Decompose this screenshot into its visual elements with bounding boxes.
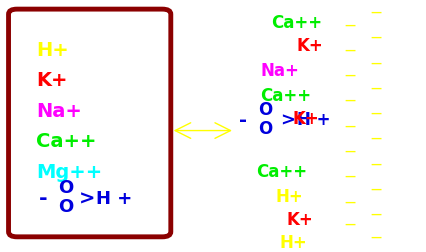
Text: H+: H+ [275,187,302,206]
Text: Ca++: Ca++ [260,87,311,105]
Text: >: > [79,188,95,207]
Text: H+: H+ [279,233,307,251]
Text: Ca++: Ca++ [36,132,97,151]
Text: —: — [369,58,380,68]
FancyBboxPatch shape [9,10,170,237]
Text: Ca++: Ca++ [256,162,307,180]
Text: O: O [258,119,272,138]
Text: K+: K+ [296,36,323,54]
Text: —: — [369,33,380,43]
Text: K+: K+ [36,71,68,90]
Text: O: O [258,101,272,119]
Text: —: — [369,232,380,242]
Text: H +: H + [96,189,132,207]
Text: —: — [344,171,355,181]
Text: —: — [369,209,380,219]
Text: K+: K+ [292,109,319,128]
Text: K+: K+ [285,210,312,228]
Text: —: — [369,8,380,18]
Text: -: - [38,188,47,208]
Text: —: — [369,184,380,194]
Text: O: O [58,198,73,216]
Text: H +: H + [296,111,329,129]
Text: Mg++: Mg++ [36,162,102,181]
FancyArrowPatch shape [175,123,230,139]
Text: Na+: Na+ [260,61,299,80]
Text: —: — [344,197,355,207]
Text: -: - [239,110,247,129]
Text: —: — [344,20,355,30]
Text: —: — [369,134,380,144]
Text: H+: H+ [36,41,69,60]
Text: —: — [344,71,355,81]
Text: >: > [279,111,294,129]
Text: —: — [344,96,355,106]
Text: O: O [58,179,73,197]
Text: —: — [344,146,355,156]
Text: —: — [344,219,355,229]
Text: Na+: Na+ [36,101,82,120]
Text: —: — [369,83,380,93]
Text: Ca++: Ca++ [271,14,322,32]
Text: —: — [344,121,355,131]
Text: —: — [344,45,355,55]
Text: —: — [369,159,380,169]
Text: —: — [369,108,380,118]
